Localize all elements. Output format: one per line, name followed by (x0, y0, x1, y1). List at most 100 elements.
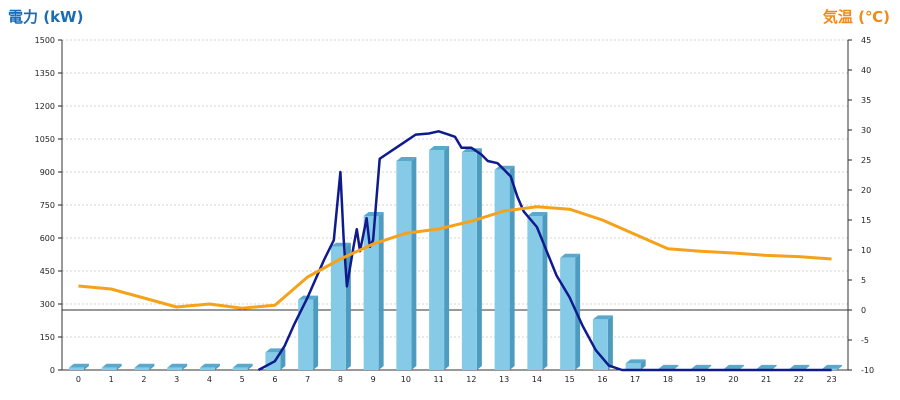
left-tick-label: 0 (50, 366, 55, 375)
bar-front (134, 367, 150, 370)
bar-front (330, 246, 346, 370)
bar-front (396, 161, 412, 370)
bar-side (575, 253, 581, 370)
bar-side (247, 363, 253, 370)
bar-side (83, 363, 89, 370)
bar-side (804, 364, 810, 370)
bar-side (444, 146, 450, 370)
left-tick-label: 1050 (35, 135, 55, 144)
bar-top (167, 363, 188, 368)
right-tick-label: 15 (861, 216, 871, 225)
bar-top (658, 364, 679, 369)
right-tick-label: -10 (861, 366, 874, 375)
x-tick-label: 19 (696, 375, 706, 384)
bar-top (429, 146, 450, 150)
bar-top (363, 212, 384, 216)
bar-top (527, 212, 548, 216)
bar-side (149, 363, 155, 370)
bar-side (771, 364, 777, 370)
x-tick-label: 7 (305, 375, 310, 384)
bar (363, 212, 384, 370)
bar-top (330, 242, 351, 247)
bar-side (673, 364, 679, 370)
bar-side (476, 148, 482, 370)
bar (429, 146, 450, 370)
bar-side (738, 364, 744, 370)
x-tick-label: 14 (532, 375, 542, 384)
bar-top (789, 364, 810, 369)
bar-side (837, 364, 843, 370)
x-tick-label: 3 (174, 375, 179, 384)
bar-top (723, 364, 744, 369)
bar-side (378, 212, 384, 370)
bar-top (822, 364, 843, 369)
right-tick-label: 35 (861, 96, 871, 105)
bar-side (313, 295, 319, 370)
bar-top (592, 315, 613, 320)
bar (298, 295, 319, 370)
bar (199, 363, 220, 370)
left-tick-label: 600 (40, 234, 55, 243)
bar-front (494, 169, 510, 370)
bar (68, 363, 89, 370)
left-tick-label: 1350 (35, 69, 55, 78)
x-tick-label: 23 (827, 375, 837, 384)
bar-top (691, 364, 712, 369)
power-series-line (257, 130, 832, 372)
bar-side (542, 212, 548, 370)
bar (101, 363, 122, 370)
x-tick-label: 13 (499, 375, 509, 384)
bar-top (199, 363, 220, 368)
right-tick-label: 20 (861, 186, 871, 195)
bar (134, 363, 155, 370)
x-tick-label: 10 (401, 375, 411, 384)
bar-front (363, 216, 379, 370)
left-tick-label: 900 (40, 168, 55, 177)
bar (494, 165, 515, 370)
bar-side (214, 363, 220, 370)
x-tick-label: 0 (76, 375, 81, 384)
left-axis-title: 電力 (kW) (8, 8, 84, 26)
x-tick-label: 20 (728, 375, 738, 384)
bar-side (509, 165, 515, 370)
bar-top (134, 363, 155, 368)
bar-front (625, 363, 641, 370)
bar-top (232, 363, 253, 368)
x-tick-label: 5 (240, 375, 245, 384)
left-tick-label: 1500 (35, 36, 55, 45)
bar-side (607, 315, 613, 370)
right-axis-title: 気温 (℃) (822, 8, 890, 26)
x-tick-label: 1 (109, 375, 114, 384)
bar (527, 212, 548, 370)
left-tick-label: 450 (40, 267, 55, 276)
bar-top (396, 157, 417, 161)
bar-side (280, 348, 286, 370)
bar-side (116, 363, 122, 370)
bar-top (756, 364, 777, 369)
right-tick-label: 30 (861, 126, 871, 135)
x-tick-label: 6 (272, 375, 277, 384)
right-tick-label: 45 (861, 36, 871, 45)
right-tick-label: 0 (861, 306, 866, 315)
right-tick-label: 10 (861, 246, 871, 255)
x-tick-label: 22 (794, 375, 804, 384)
left-tick-label: 1200 (35, 102, 55, 111)
bar-front (592, 319, 608, 370)
bar (592, 315, 613, 370)
bar (396, 157, 417, 370)
bar-front (527, 216, 543, 370)
bar-front (429, 150, 445, 370)
bar-side (411, 157, 417, 370)
x-tick-label: 21 (761, 375, 771, 384)
bar-side (640, 359, 646, 370)
right-tick-label: 5 (861, 276, 866, 285)
left-tick-label: 150 (40, 333, 55, 342)
bar-front (461, 152, 477, 370)
bar-top (560, 253, 581, 258)
bar (461, 148, 482, 370)
temperature-series-line (78, 205, 832, 310)
x-tick-label: 12 (466, 375, 476, 384)
bar-front (232, 367, 248, 370)
bar-side (706, 364, 712, 370)
